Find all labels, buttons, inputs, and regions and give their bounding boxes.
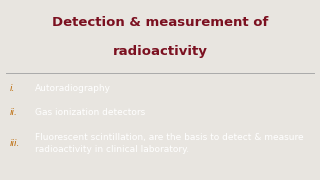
Text: Detection & measurement of: Detection & measurement of (52, 16, 268, 29)
Text: i.: i. (10, 84, 15, 93)
Text: Autoradiography: Autoradiography (35, 84, 111, 93)
Text: Fluorescent scintillation, are the basis to detect & measure
radioactivity in cl: Fluorescent scintillation, are the basis… (35, 133, 304, 154)
Text: ii.: ii. (10, 108, 18, 117)
Text: iii.: iii. (10, 139, 20, 148)
Text: Gas ionization detectors: Gas ionization detectors (35, 108, 146, 117)
Text: radioactivity: radioactivity (113, 45, 207, 58)
